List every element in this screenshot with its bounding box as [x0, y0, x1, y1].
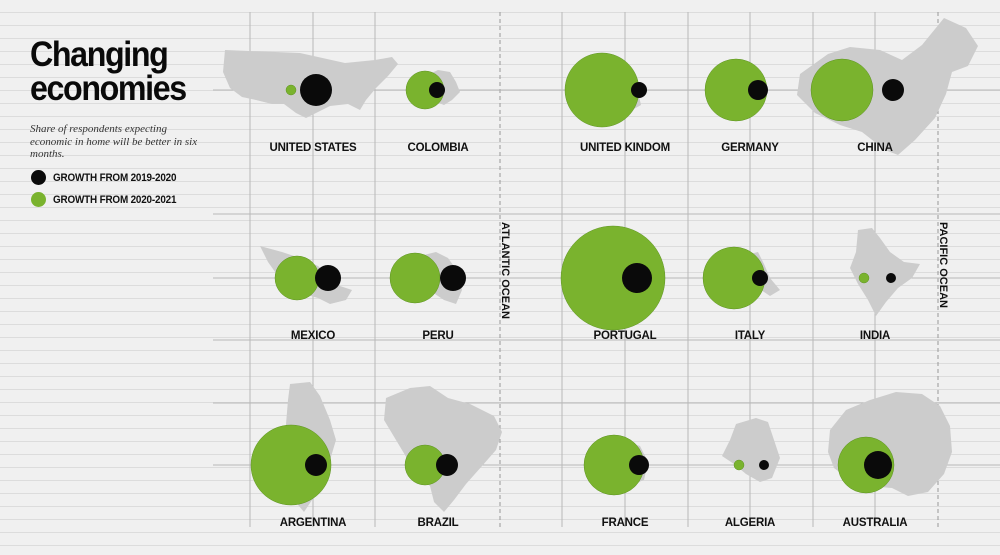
- country-label-germany: GERMANY: [721, 142, 779, 154]
- country-label-united-kindom: UNITED KINDOM: [580, 142, 670, 154]
- bubble-2020-2021-china: [810, 58, 874, 122]
- country-label-france: FRANCE: [602, 517, 649, 529]
- map-india: [850, 228, 920, 316]
- bubble-2019-2020-argentina: [305, 454, 327, 476]
- bubble-2019-2020-peru: [440, 265, 466, 291]
- bubble-2020-2021-algeria: [733, 459, 745, 471]
- bubble-2019-2020-india: [886, 273, 896, 283]
- country-label-peru: PERU: [422, 330, 453, 342]
- bubble-2019-2020-france: [629, 455, 649, 475]
- bubble-2019-2020-colombia: [429, 82, 445, 98]
- country-label-china: CHINA: [857, 142, 892, 154]
- map-brazil: [384, 386, 502, 512]
- country-labels: UNITED STATES COLOMBIA UNITED KINDOM GERMAN…: [269, 142, 907, 529]
- country-label-colombia: COLOMBIA: [407, 142, 468, 154]
- bubble-2019-2020-algeria: [759, 460, 769, 470]
- bubble-2019-2020-germany: [748, 80, 768, 100]
- bubble-2020-2021-india: [858, 272, 870, 284]
- ocean-label-pacific: PACIFIC OCEAN: [937, 222, 949, 308]
- bubble-2020-2021-united-kindom: [564, 52, 640, 128]
- country-label-brazil: BRAZIL: [418, 517, 459, 529]
- chart-title: Changing economies: [30, 35, 187, 108]
- bubble-2020-2021-peru: [389, 252, 441, 304]
- country-label-united-states: UNITED STATES: [269, 142, 357, 154]
- map-algeria: [722, 418, 780, 482]
- bubble-2019-2020-australia: [864, 451, 892, 479]
- legend-label: GROWTH FROM 2019-2020: [53, 171, 177, 184]
- country-label-portugal: PORTUGAL: [594, 330, 657, 342]
- ocean-label-atlantic: ATLANTIC OCEAN: [499, 222, 511, 319]
- bubble-2019-2020-mexico: [315, 265, 341, 291]
- bubble-2019-2020-china: [882, 79, 904, 101]
- legend-item-2020-2021: GROWTH FROM 2020-2021: [31, 192, 190, 207]
- country-label-australia: AUSTRALIA: [843, 517, 908, 529]
- legend-black-dot: [31, 170, 46, 185]
- legend-item-2019-2020: GROWTH FROM 2019-2020: [31, 170, 190, 185]
- bubbles: [250, 52, 904, 506]
- country-label-mexico: MEXICO: [291, 330, 335, 342]
- bubble-2019-2020-italy: [752, 270, 768, 286]
- country-label-india: INDIA: [860, 330, 890, 342]
- country-label-argentina: ARGENTINA: [280, 517, 347, 529]
- bubble-2019-2020-brazil: [436, 454, 458, 476]
- legend-green-dot: [31, 192, 46, 207]
- bubble-2020-2021-united-states: [285, 84, 297, 96]
- country-label-algeria: ALGERIA: [725, 517, 775, 529]
- bubble-2020-2021-portugal: [560, 225, 666, 331]
- bubble-2020-2021-argentina: [250, 424, 332, 506]
- chart-subtitle: Share of respondents expecting economic …: [30, 123, 198, 160]
- bubble-2020-2021-mexico: [274, 255, 320, 301]
- country-label-italy: ITALY: [735, 330, 766, 342]
- legend-label: GROWTH FROM 2020-2021: [53, 193, 177, 206]
- bubble-2019-2020-united-states: [300, 74, 332, 106]
- bubble-2019-2020-portugal: [622, 263, 652, 293]
- bubble-2019-2020-united-kindom: [631, 82, 647, 98]
